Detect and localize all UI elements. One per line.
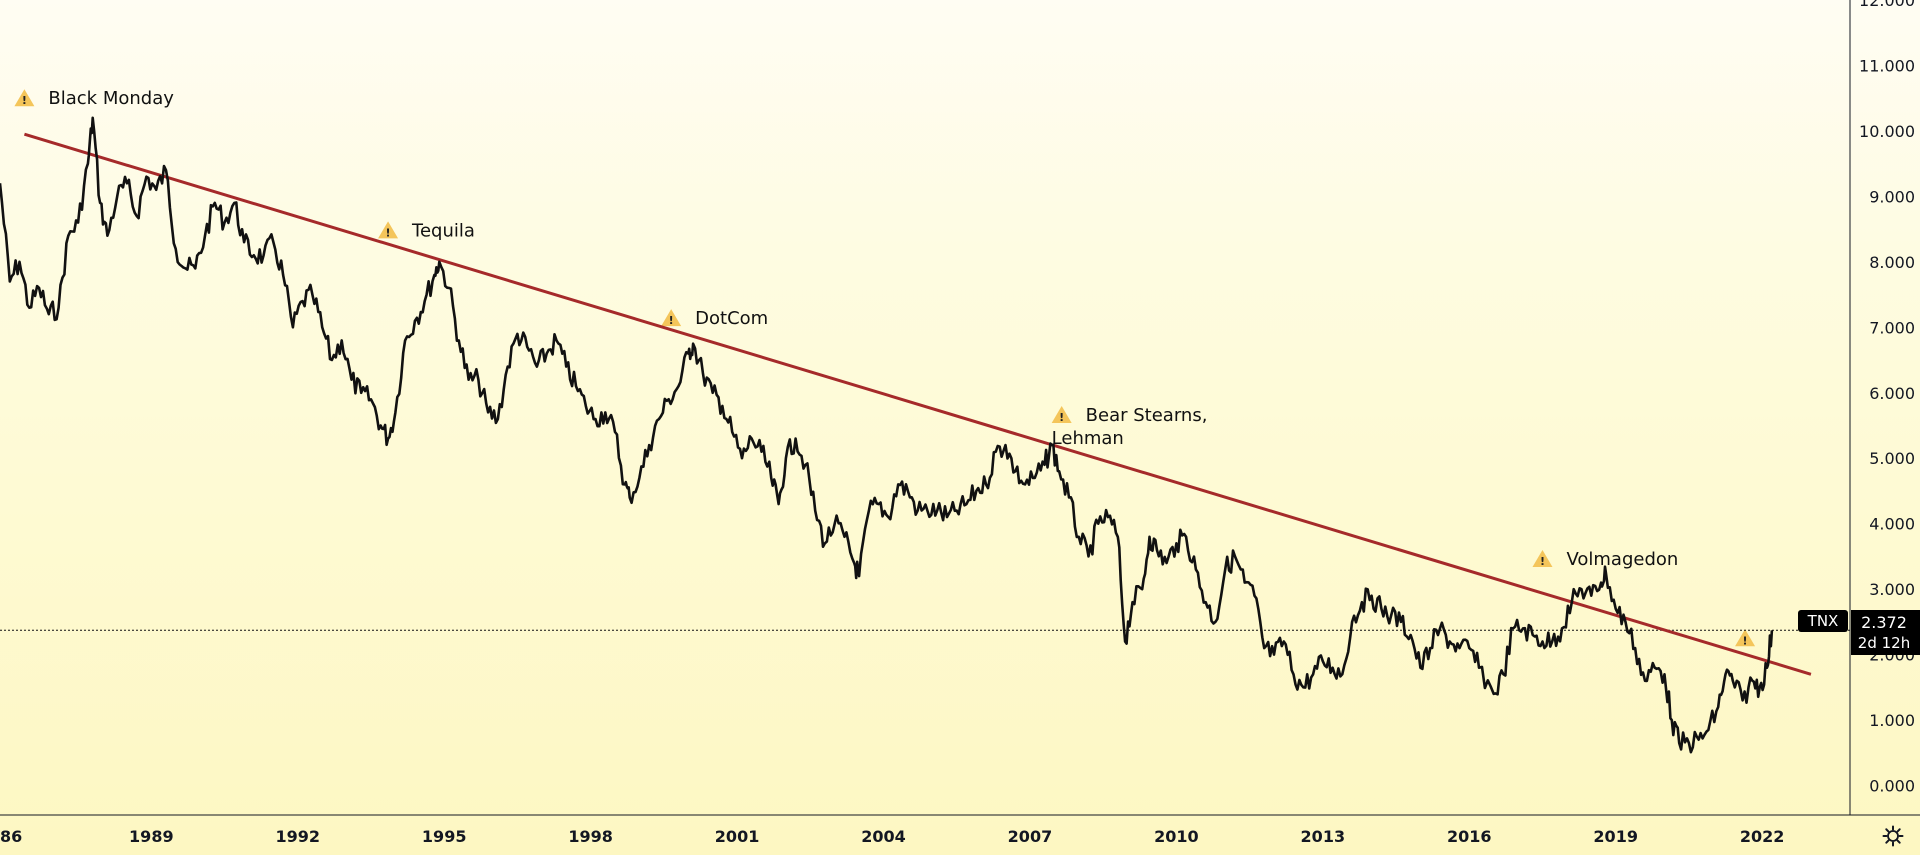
x-axis[interactable]: 86 1989 1992 1995 1998 2001 2004 2007 2010 2013 20… [0, 827, 1784, 846]
x-tick-label: 2013 [1301, 827, 1346, 846]
symbol-tag[interactable]: TNX [1798, 610, 1848, 632]
last-price-value: 2.372 [1861, 613, 1907, 632]
warning-icon-glyph: ! [386, 226, 391, 239]
x-tick-label: 2016 [1447, 827, 1492, 846]
y-tick-label: 8.000 [1869, 253, 1915, 272]
x-tick-label: 2010 [1154, 827, 1199, 846]
event-annotations: ! Black Monday! Tequila! DotCom! Bear Stearn… [14, 88, 1756, 647]
y-tick-label: 6.000 [1869, 384, 1915, 403]
x-tick-label: 2022 [1740, 827, 1785, 846]
y-tick-label: 10.000 [1859, 122, 1915, 141]
warning-icon [1735, 629, 1756, 647]
annotation-marker[interactable]: ! Black Monday [14, 88, 174, 109]
x-tick-label: 1998 [568, 827, 613, 846]
warning-icon [1532, 550, 1553, 568]
annotation-label: Lehman [1052, 428, 1124, 449]
x-tick-label: 2001 [715, 827, 760, 846]
settings-button[interactable] [1880, 823, 1906, 849]
annotation-marker[interactable]: ! DotCom [661, 308, 768, 329]
y-tick-label: 9.000 [1869, 187, 1915, 206]
warning-icon-glyph: ! [1059, 411, 1064, 424]
warning-icon [14, 89, 35, 107]
annotation-label: Bear Stearns, [1086, 405, 1208, 426]
annotation-label: Black Monday [48, 88, 174, 109]
warning-icon-glyph: ! [22, 94, 27, 107]
warning-icon-glyph: ! [1540, 555, 1545, 568]
y-tick-label: 0.000 [1869, 777, 1915, 796]
x-tick-label: 2019 [1593, 827, 1638, 846]
annotation-label: Tequila [411, 220, 475, 241]
annotation-label: Volmagedon [1566, 549, 1678, 570]
annotation-label: DotCom [695, 308, 768, 329]
warning-icon [378, 221, 399, 239]
x-tick-label: 2007 [1008, 827, 1053, 846]
x-tick-label: 2004 [861, 827, 906, 846]
gear-icon [1882, 825, 1904, 847]
x-tick-label: 1989 [129, 827, 174, 846]
bar-countdown: 2d 12h [1858, 634, 1910, 652]
tnx-price-line[interactable] [0, 116, 1774, 754]
x-tick-label: 1992 [275, 827, 320, 846]
y-tick-label: 4.000 [1869, 515, 1915, 534]
resistance-trendline[interactable] [23, 132, 1812, 676]
y-tick-label: 5.000 [1869, 449, 1915, 468]
y-axis[interactable]: 0.0001.0002.0003.0004.0005.0006.0007.000… [1859, 0, 1915, 796]
annotation-marker[interactable]: ! Volmagedon [1532, 549, 1678, 570]
last-price-badge[interactable]: 2.372 2d 12h [1851, 610, 1920, 655]
warning-icon [661, 309, 682, 327]
annotation-marker[interactable]: ! Bear Stearns,Lehman [1051, 405, 1208, 449]
y-tick-label: 3.000 [1869, 580, 1915, 599]
warning-icon-glyph: ! [1743, 634, 1748, 647]
y-tick-label: 12.000 [1859, 0, 1915, 10]
annotation-marker[interactable]: ! Tequila [378, 220, 475, 241]
x-tick-label: 86 [0, 827, 22, 846]
symbol-label: TNX [1807, 612, 1839, 630]
y-tick-label: 1.000 [1869, 711, 1915, 730]
annotation-marker[interactable]: ! [1735, 629, 1756, 647]
y-tick-label: 11.000 [1859, 56, 1915, 75]
warning-icon [1051, 406, 1072, 424]
y-tick-label: 7.000 [1869, 318, 1915, 337]
warning-icon-glyph: ! [669, 314, 674, 327]
x-tick-label: 1995 [422, 827, 467, 846]
